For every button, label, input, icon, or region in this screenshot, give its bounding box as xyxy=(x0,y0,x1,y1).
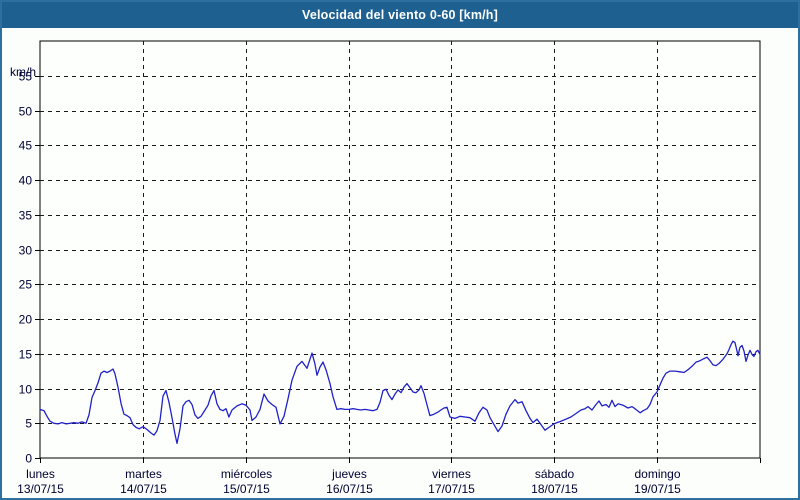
x-date-label: 17/07/15 xyxy=(428,482,475,496)
y-tick-label: 20 xyxy=(19,313,33,327)
y-axis-labels: 0 5 10 15 20 25 30 35 40 45 50 55 xyxy=(19,70,33,466)
x-day-label: jueves xyxy=(331,467,367,481)
axis-ticks xyxy=(35,76,761,463)
x-day-label: miércoles xyxy=(221,467,272,481)
chart-area: km/h 0 5 10 15 20 25 30 35 40 45 50 55 lunes 13/07/15… xyxy=(2,28,798,498)
plot-frame xyxy=(39,40,761,459)
x-date-label: 18/07/15 xyxy=(531,482,578,496)
x-date-label: 14/07/15 xyxy=(120,482,167,496)
x-date-label: 15/07/15 xyxy=(223,482,270,496)
wind-speed-line xyxy=(39,340,761,445)
y-tick-label: 55 xyxy=(19,70,33,84)
y-tick-label: 40 xyxy=(19,174,33,188)
y-tick-label: 45 xyxy=(19,139,33,153)
x-day-label: domingo xyxy=(634,467,680,481)
chart-title: Velocidad del viento 0-60 [km/h] xyxy=(301,8,499,22)
x-date-label: 13/07/15 xyxy=(17,482,64,496)
x-date-label: 16/07/15 xyxy=(326,482,373,496)
x-day-label: martes xyxy=(125,467,162,481)
y-axis-unit-label: km/h xyxy=(9,65,36,79)
y-tick-label: 5 xyxy=(25,417,32,431)
gridlines xyxy=(40,41,760,458)
y-tick-label: 30 xyxy=(19,244,33,258)
x-day-label: lunes xyxy=(26,467,55,481)
y-tick-label: 25 xyxy=(19,278,33,292)
y-tick-label: 10 xyxy=(19,383,33,397)
y-tick-label: 35 xyxy=(19,209,33,223)
y-tick-label: 50 xyxy=(19,105,33,119)
y-tick-label: 0 xyxy=(25,452,32,466)
y-tick-label: 15 xyxy=(19,348,33,362)
x-date-label: 19/07/15 xyxy=(634,482,681,496)
x-day-label: viernes xyxy=(432,467,471,481)
x-day-label: sábado xyxy=(535,467,575,481)
title-bar: Velocidad del viento 0-60 [km/h] xyxy=(2,2,798,28)
